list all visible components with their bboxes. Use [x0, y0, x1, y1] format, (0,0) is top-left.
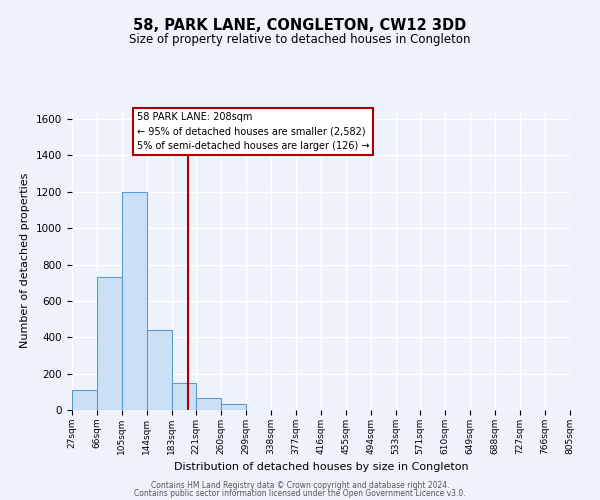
Text: Contains HM Land Registry data © Crown copyright and database right 2024.: Contains HM Land Registry data © Crown c…	[151, 480, 449, 490]
Text: Contains public sector information licensed under the Open Government Licence v3: Contains public sector information licen…	[134, 489, 466, 498]
Text: 58 PARK LANE: 208sqm
← 95% of detached houses are smaller (2,582)
5% of semi-det: 58 PARK LANE: 208sqm ← 95% of detached h…	[137, 112, 369, 151]
Bar	[122, 192, 147, 410]
X-axis label: Distribution of detached houses by size in Congleton: Distribution of detached houses by size …	[173, 462, 469, 472]
Bar	[97, 278, 122, 410]
Text: Size of property relative to detached houses in Congleton: Size of property relative to detached ho…	[129, 32, 471, 46]
Bar	[221, 404, 246, 410]
Bar	[172, 382, 196, 410]
Bar	[147, 330, 172, 410]
Bar	[196, 398, 221, 410]
Y-axis label: Number of detached properties: Number of detached properties	[20, 172, 31, 348]
Text: 58, PARK LANE, CONGLETON, CW12 3DD: 58, PARK LANE, CONGLETON, CW12 3DD	[133, 18, 467, 32]
Bar	[72, 390, 97, 410]
